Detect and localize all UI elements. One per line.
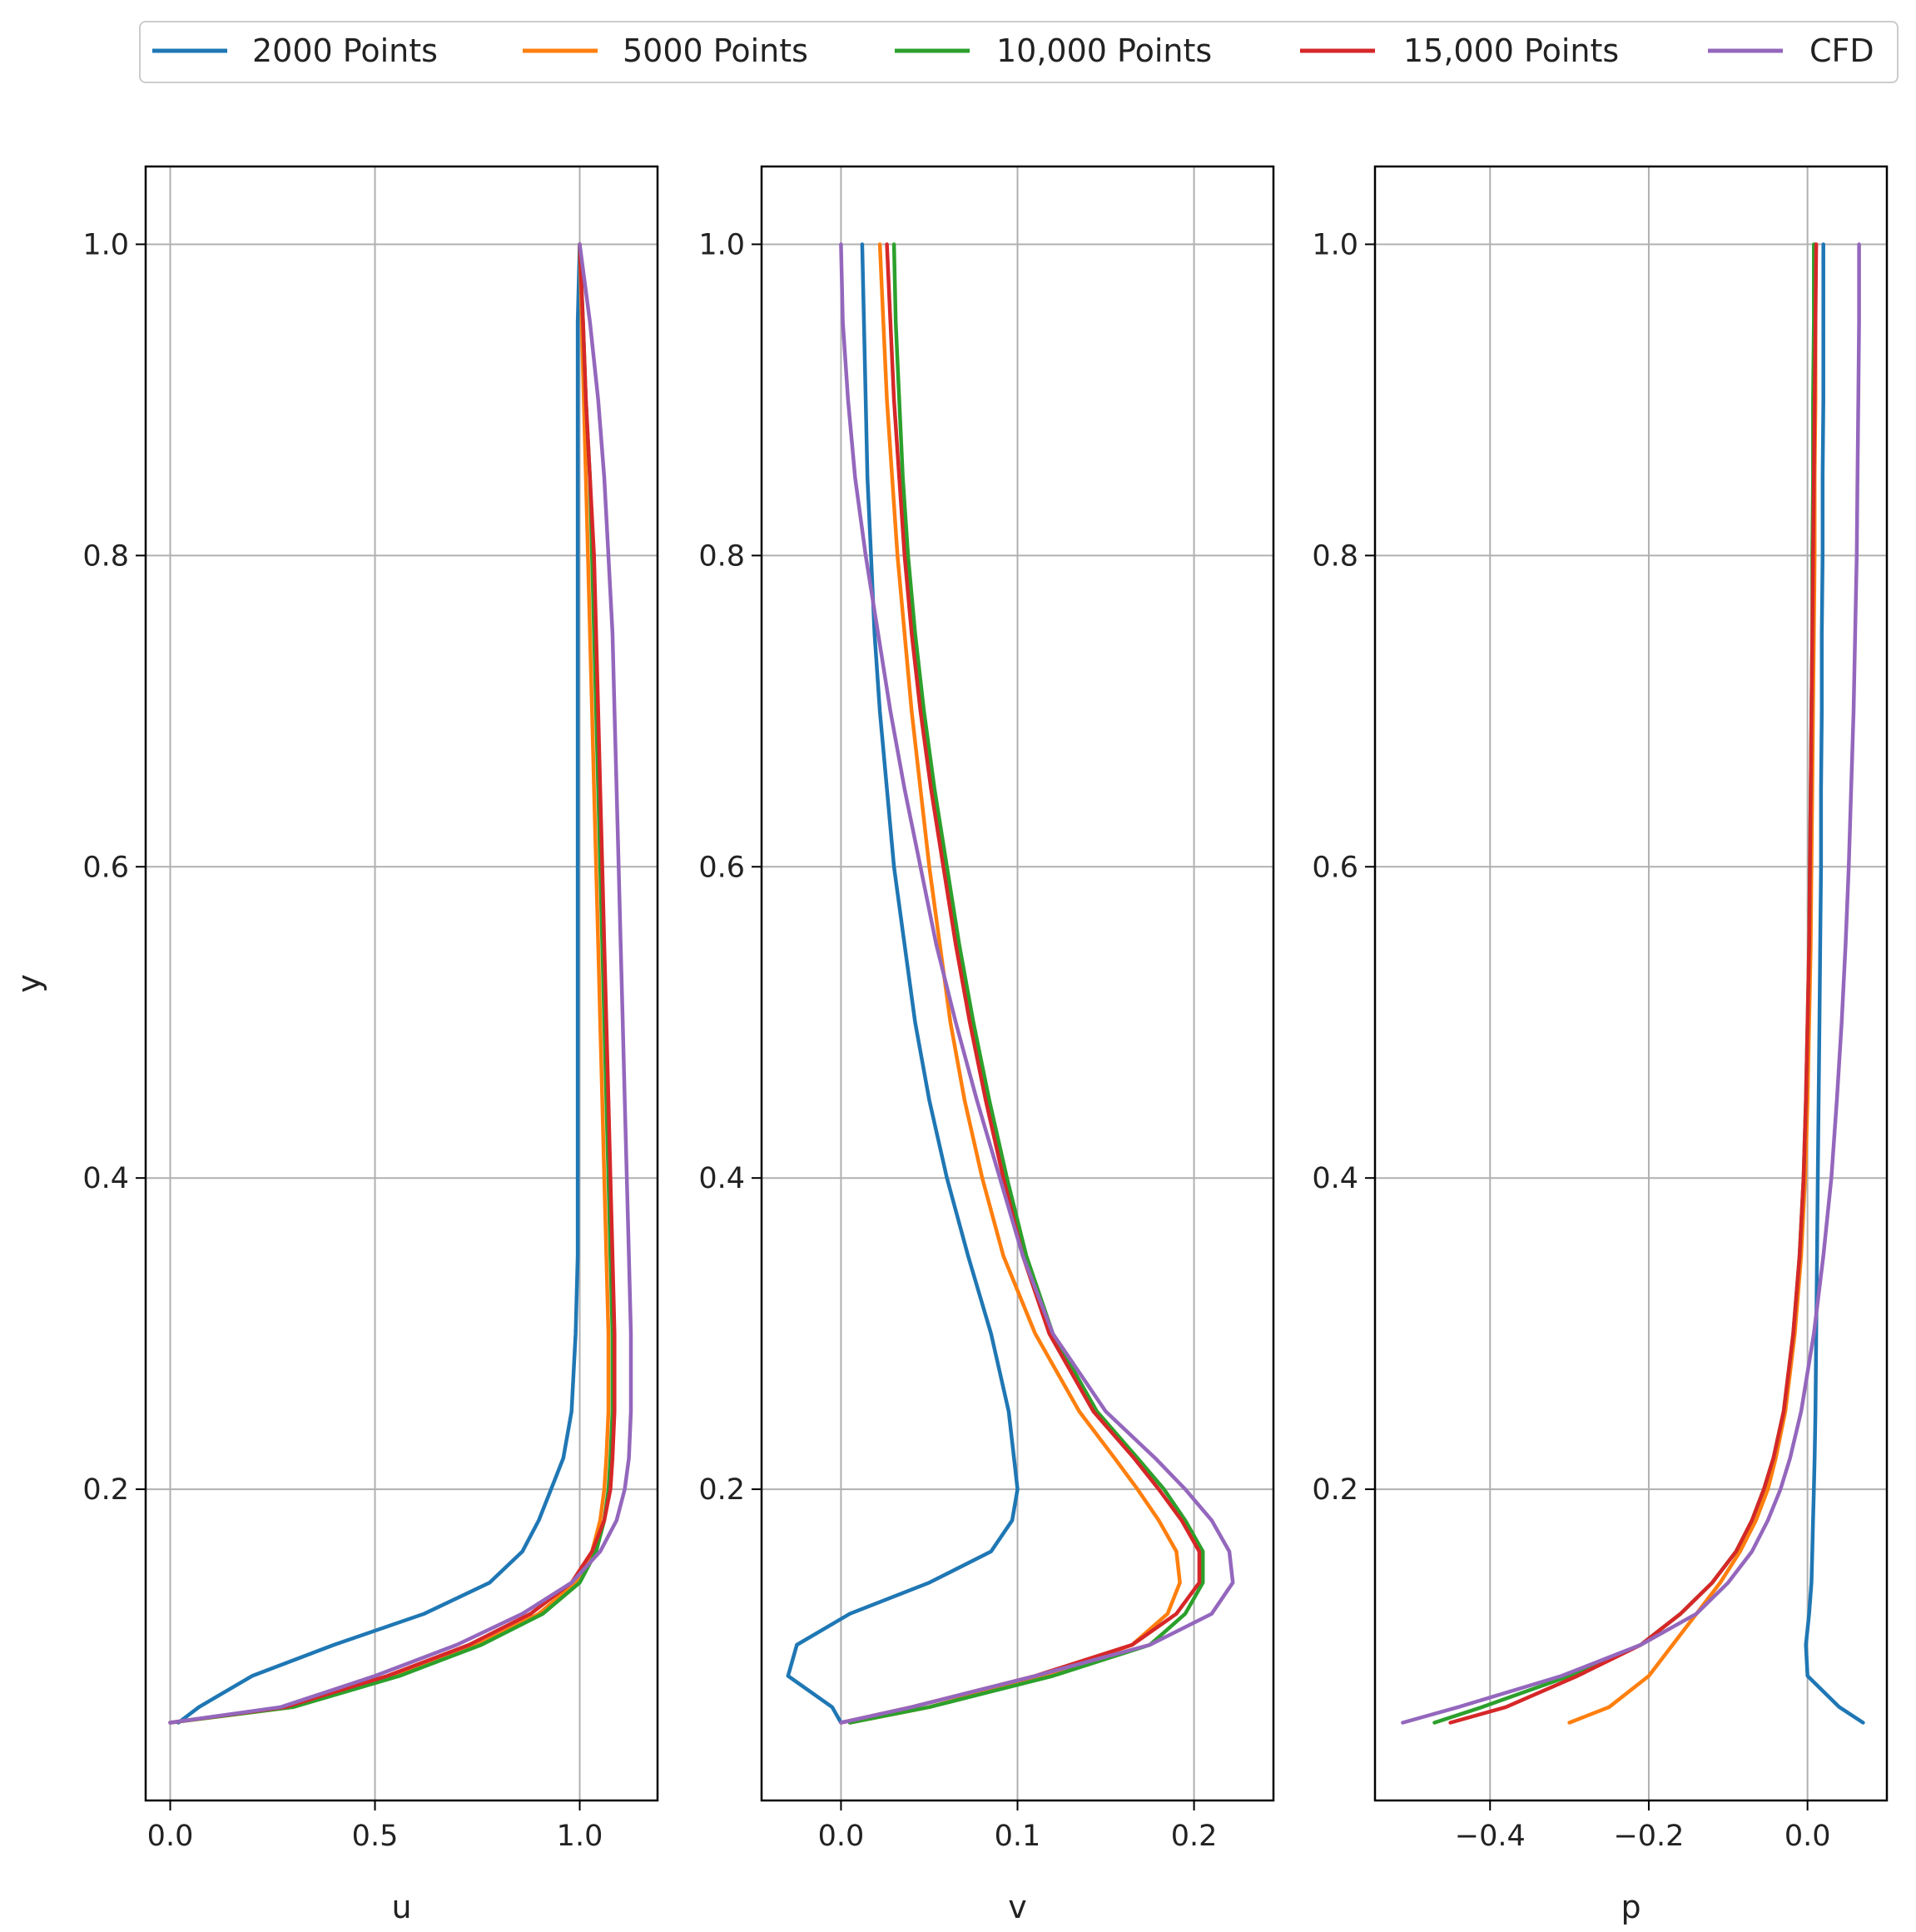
y-tick-label: 0.4 (1312, 1162, 1358, 1195)
y-tick-label: 1.0 (698, 228, 745, 261)
y-tick-label: 0.6 (698, 851, 745, 884)
x-tick-label: 0.0 (1784, 1820, 1831, 1853)
series-line-cfd (1401, 242, 1861, 1725)
legend-label: 15,000 Points (1403, 32, 1619, 69)
series-line-2000-points (1804, 242, 1865, 1725)
series-line-15-000-points (1448, 242, 1819, 1725)
y-tick-label: 1.0 (82, 228, 129, 261)
y-tick-label: 0.8 (1312, 539, 1358, 573)
y-tick-label: 0.4 (82, 1162, 129, 1195)
y-axis-label: y (11, 974, 47, 993)
legend-entry-2000-points: 2000 Points (152, 32, 438, 69)
axes-frame (144, 165, 659, 1802)
p-profile-panel: −0.4 −0.2 0.0 0.2 0.4 0.6 0.8 1.0 p (1312, 165, 1889, 1925)
axes-frame (1373, 165, 1889, 1802)
series-line-cfd (168, 242, 633, 1725)
v-profile-panel: 0.0 0.1 0.2 0.2 0.4 0.6 0.8 1.0 v (698, 165, 1275, 1925)
y-tick-label: 0.4 (698, 1162, 745, 1195)
series-line-2000-points (786, 242, 1020, 1725)
x-tick-label: 0.0 (147, 1820, 194, 1853)
y-tick-label: 0.8 (82, 539, 129, 573)
legend-entry-5000-points: 5000 Points (523, 32, 808, 69)
x-tick-label: 0.1 (995, 1820, 1041, 1853)
x-tick-label: 0.2 (1171, 1820, 1218, 1853)
series-line-5000-points (847, 242, 1182, 1725)
legend: 2000 Points 5000 Points 10,000 Points 15… (139, 21, 1899, 83)
series-line-10-000-points (847, 242, 1205, 1725)
legend-entry-15000-points: 15,000 Points (1300, 32, 1619, 69)
legend-entry-cfd: CFD (1708, 32, 1874, 69)
legend-label: 2000 Points (252, 32, 438, 69)
x-axis-label: u (391, 1889, 411, 1925)
x-tick-label: 1.0 (557, 1820, 603, 1853)
x-tick-label: 0.0 (818, 1820, 865, 1853)
y-tick-label: 0.2 (698, 1473, 745, 1507)
series-line-2000-points (176, 242, 582, 1725)
x-tick-label: −0.2 (1613, 1820, 1684, 1853)
y-tick-label: 0.8 (698, 539, 745, 573)
legend-label: 5000 Points (623, 32, 808, 69)
legend-label: CFD (1809, 32, 1874, 69)
y-tick-label: 0.2 (82, 1473, 129, 1507)
legend-entry-10000-points: 10,000 Points (895, 32, 1212, 69)
x-axis-label: v (1008, 1889, 1027, 1925)
y-tick-label: 0.2 (1312, 1473, 1358, 1507)
y-tick-label: 1.0 (1312, 228, 1358, 261)
u-profile-panel: 0.0 0.5 1.0 0.2 0.4 0.6 0.8 1.0 u y (11, 165, 659, 1925)
series-line-15-000-points (168, 242, 617, 1725)
x-tick-label: 0.5 (352, 1820, 399, 1853)
series-line-10-000-points (168, 242, 615, 1725)
y-tick-label: 0.6 (1312, 851, 1358, 884)
y-tick-label: 0.6 (82, 851, 129, 884)
legend-box (139, 21, 1899, 83)
series-line-5000-points (168, 242, 611, 1725)
series-line-cfd (839, 242, 1235, 1725)
x-axis-label: p (1621, 1889, 1641, 1925)
x-tick-label: −0.4 (1455, 1820, 1526, 1853)
legend-label: 10,000 Points (996, 32, 1212, 69)
